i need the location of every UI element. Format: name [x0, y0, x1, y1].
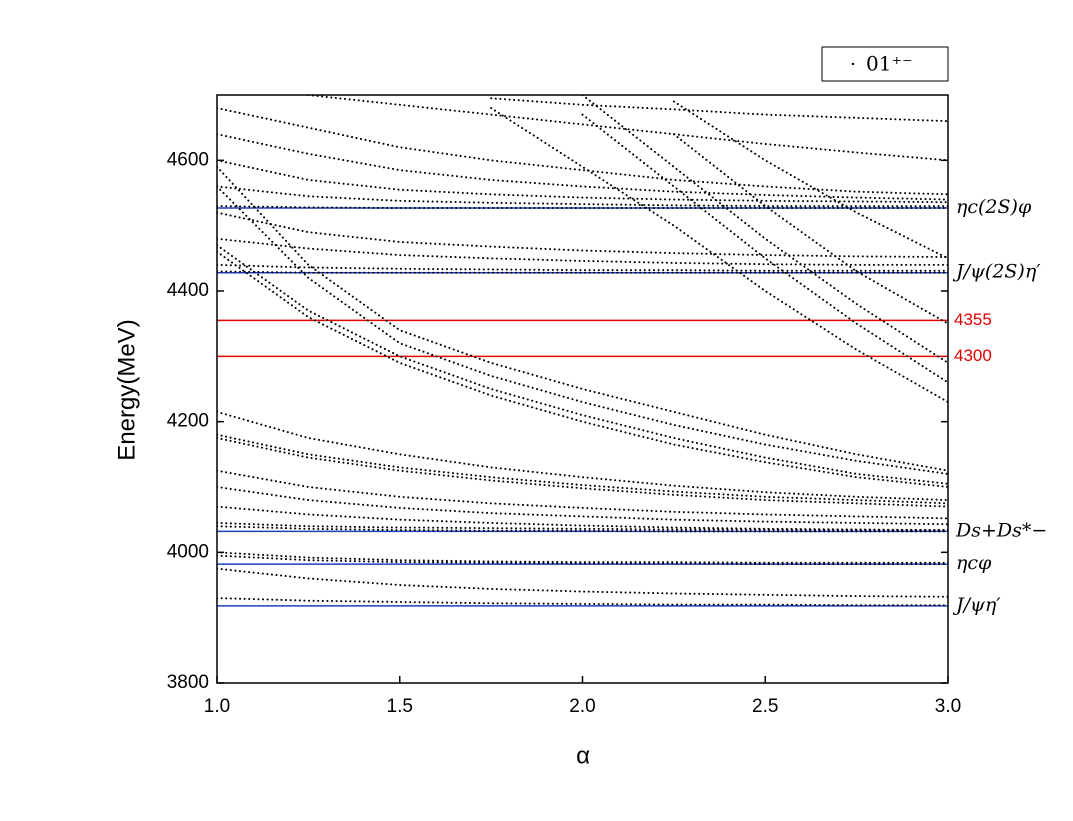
energy-curve — [217, 597, 948, 607]
threshold-label: 4355 — [954, 310, 992, 329]
plot-area — [217, 95, 948, 607]
threshold-label: 4300 — [954, 346, 992, 365]
threshold-label: J/ψ(2S)η′ — [952, 261, 1041, 283]
energy-curve — [217, 237, 948, 266]
y-tick-label: 4200 — [167, 411, 209, 432]
energy-curve — [490, 107, 948, 404]
threshold-label: Ds+Ds*− — [955, 519, 1047, 541]
x-tick-label: 3.0 — [935, 696, 961, 717]
energy-curve — [490, 97, 948, 123]
x-tick-label: 1.5 — [387, 696, 413, 717]
y-tick-label: 3800 — [167, 672, 209, 693]
energy-curve — [217, 486, 948, 526]
y-axis-label: Energy(MeV) — [113, 319, 140, 460]
energy-curve — [307, 95, 948, 162]
y-tick-label: 4000 — [167, 541, 209, 562]
x-tick-label: 2.0 — [569, 696, 595, 717]
legend-marker — [851, 62, 855, 66]
y-tick-label: 4400 — [167, 280, 209, 301]
energy-curve — [217, 263, 948, 272]
y-tick-label: 4600 — [167, 149, 209, 170]
energy-curve — [672, 100, 948, 260]
energy-curve — [217, 107, 948, 196]
energy-curve — [217, 133, 948, 201]
threshold-label: ηc(2S)φ — [956, 196, 1032, 218]
energy-curve — [217, 437, 948, 508]
x-tick-label: 2.5 — [752, 696, 778, 717]
threshold-label: J/ψη′ — [952, 594, 1001, 616]
energy-curve — [217, 244, 948, 485]
legend — [821, 46, 949, 82]
legend-label: 01⁺⁻ — [866, 52, 913, 76]
energy-curve — [217, 410, 948, 502]
energy-curve — [217, 250, 948, 488]
energy-curve — [217, 433, 948, 505]
energy-curve — [217, 165, 948, 472]
x-axis-label: α — [576, 742, 590, 769]
plot-frame — [216, 94, 949, 684]
energy-curve — [217, 469, 948, 520]
energy-curve — [217, 159, 948, 204]
energy-curve — [581, 113, 948, 384]
energy-curve — [217, 185, 948, 475]
energy-curve — [672, 133, 948, 325]
threshold-label: ηcφ — [956, 552, 992, 574]
x-tick-label: 1.0 — [204, 696, 230, 717]
energy-curve — [581, 95, 948, 364]
energy-curve — [217, 567, 948, 598]
energy-curve — [217, 211, 948, 259]
